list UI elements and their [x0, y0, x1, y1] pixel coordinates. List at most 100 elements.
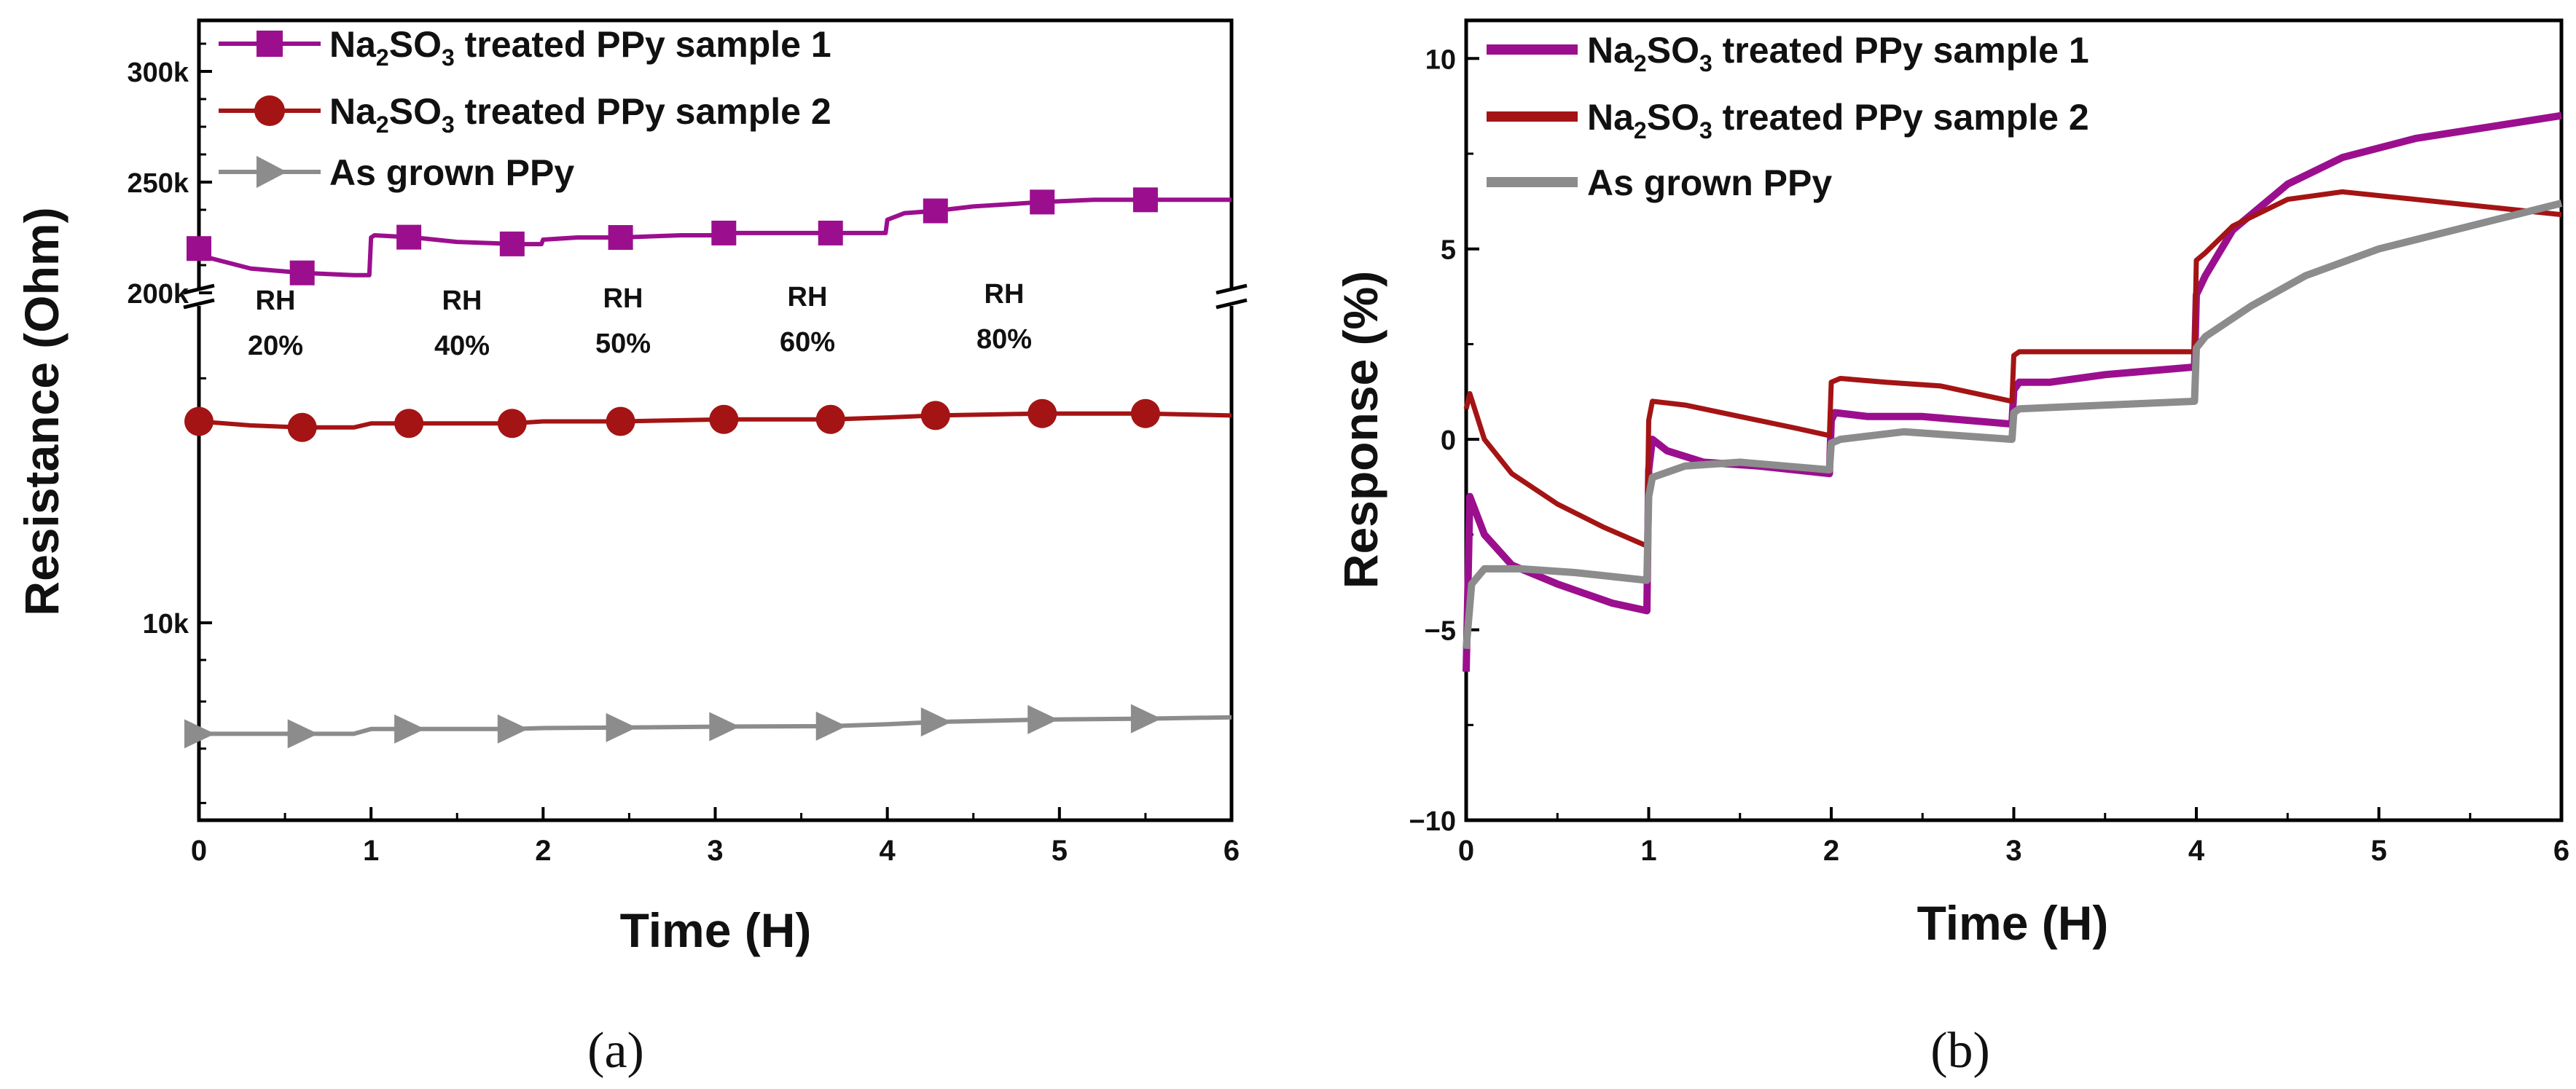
panel-a-marker-circle	[287, 412, 317, 442]
panel-b-series	[1463, 111, 2563, 672]
panel-b-x-tick-label: 4	[2188, 835, 2205, 867]
annotation-rh-label: RH	[442, 286, 482, 316]
annotation-rh-label: RH	[788, 282, 828, 312]
legend-a-circle-marker	[254, 95, 285, 126]
legend-b-label-as-grown: As grown PPy	[1587, 162, 1832, 203]
panel-a-x-tick-label: 4	[880, 835, 896, 867]
panel-a-marker-triangle	[815, 711, 847, 741]
panel-b-series-line-3	[1463, 200, 2563, 650]
panel-b-label: (b)	[1930, 1023, 1990, 1079]
panel-b-y-axis-title: Response (%)	[1334, 271, 1387, 589]
panel-a-marker-circle	[1130, 398, 1160, 428]
panel-b-x-tick-label: 2	[1823, 835, 1839, 867]
panel-b-x-axis-title: Time (H)	[1917, 896, 2109, 950]
legend-a-entry-as-grown: As grown PPy	[219, 152, 574, 193]
legend-a-label-as-grown: As grown PPy	[329, 152, 574, 193]
panel-a-marker-circle	[920, 401, 950, 431]
panel-a-y-tick-label: 250k	[127, 168, 189, 199]
panel-a-marker-triangle	[497, 714, 528, 744]
panel-a-marker-triangle	[1027, 704, 1059, 734]
panel-a-label: (a)	[587, 1023, 644, 1079]
panel-a-marker-square	[499, 231, 525, 256]
panel-a-marker-square	[289, 260, 315, 286]
panel-a-marker-triangle	[184, 719, 215, 749]
panel-a-x-tick-label: 1	[363, 835, 379, 867]
panel-b-x-ticks: 0 1 2 3 4 5 6	[1458, 807, 2569, 867]
annotation-rh-value: 40%	[434, 331, 490, 361]
panel-a-marker-circle	[394, 409, 424, 439]
annotation-rh-value: 20%	[248, 331, 303, 361]
panel-b-y-tick-label: −5	[1425, 616, 1456, 647]
panel-a-y-tick-label: 300k	[127, 58, 189, 88]
legend-a-entry-sample-1: Na2SO3 treated PPy sample 1	[219, 24, 831, 71]
panel-a-y-tick-label: 10k	[143, 609, 189, 640]
panel-b-y-tick-label: −10	[1409, 806, 1456, 837]
panel-a-x-tick-label: 0	[191, 835, 207, 867]
panel-a-y-tick-label: 200k	[127, 279, 189, 310]
annotation-rh-label: RH	[256, 286, 296, 316]
panel-a-x-ticks: 0 1 2 3 4 5 6	[191, 807, 1240, 867]
annotation-rh-value: 50%	[595, 329, 651, 359]
panel-b-x-tick-label: 6	[2553, 835, 2569, 867]
annotation-rh-label: RH	[603, 283, 643, 314]
panel-a-marker-triangle	[920, 707, 952, 737]
panel-a-marker-circle	[1027, 398, 1057, 428]
panel-a-marker-triangle	[394, 714, 426, 744]
panel-b-x-tick-label: 3	[2005, 835, 2021, 867]
panel-b-x-tick-label: 1	[1640, 835, 1656, 867]
panel-a-series-line-2	[198, 411, 1232, 430]
panel-a-x-tick-label: 3	[707, 835, 723, 867]
panel-b-legend: Na2SO3 treated PPy sample 1 Na2SO3 treat…	[1487, 30, 2089, 203]
panel-a-marker-square	[608, 225, 633, 250]
legend-a-label-sample-1: Na2SO3 treated PPy sample 1	[329, 24, 831, 71]
panel-a-x-tick-label: 2	[535, 835, 551, 867]
panel-a-marker-triangle	[709, 712, 740, 742]
panel-a-marker-circle	[606, 406, 635, 436]
legend-b-label-sample-2: Na2SO3 treated PPy sample 2	[1587, 97, 2089, 144]
panel-b-y-ticks: −10 −5 0 5 10	[1409, 44, 1479, 837]
panel-a-marker-square	[923, 198, 948, 224]
panel-b-series-line-2	[1463, 189, 2562, 549]
panel-a-marker-square	[711, 220, 737, 245]
panel-b-y-tick-label: 5	[1441, 235, 1456, 266]
panel-b-y-tick-label: 10	[1425, 44, 1456, 75]
legend-a-square-marker	[257, 31, 283, 57]
panel-a-marker-triangle	[287, 719, 318, 749]
legend-b-label-sample-1: Na2SO3 treated PPy sample 1	[1587, 30, 2089, 76]
panel-a-x-tick-label: 5	[1052, 835, 1068, 867]
legend-b-entry-sample-1: Na2SO3 treated PPy sample 1	[1487, 30, 2089, 76]
panel-a-marker-triangle	[606, 712, 637, 742]
legend-a-entry-sample-2: Na2SO3 treated PPy sample 2	[219, 91, 831, 138]
panel-b-y-tick-label: 0	[1441, 425, 1456, 456]
legend-a-label-sample-2: Na2SO3 treated PPy sample 2	[329, 91, 831, 138]
legend-b-entry-sample-2: Na2SO3 treated PPy sample 2	[1487, 97, 2089, 144]
legend-b-entry-as-grown: As grown PPy	[1487, 162, 1832, 203]
panel-a-y-axis-title: Resistance (Ohm)	[15, 207, 68, 616]
panel-a-marker-circle	[709, 404, 739, 434]
panel-a-x-tick-label: 6	[1224, 835, 1240, 867]
panel-b-series-line-1	[1463, 111, 2562, 672]
panel-a-marker-square	[818, 220, 843, 245]
annotation-rh-value: 60%	[780, 327, 835, 358]
panel-a-annotations: RH 20% RH 40% RH 50% RH 60% RH 80%	[248, 279, 1032, 361]
panel-a-marker-triangle	[1130, 704, 1162, 734]
panel-a-marker-circle	[815, 404, 845, 434]
panel-a-marker-square	[1030, 189, 1055, 215]
panel-a-marker-circle	[497, 409, 527, 439]
panel-a-marker-square	[187, 236, 211, 262]
panel-a-marker-square	[396, 224, 422, 250]
panel-a-marker-square	[1132, 187, 1158, 213]
panel-a-series-line-3	[199, 715, 1232, 736]
panel-a-y-ticks: 200k 250k 300k 10k	[127, 42, 212, 804]
annotation-rh-label: RH	[984, 279, 1025, 310]
annotation-rh-value: 80%	[976, 324, 1032, 355]
legend-a-triangle-marker	[257, 156, 287, 188]
axis-break-right	[1215, 283, 1248, 310]
panel-b-x-tick-label: 0	[1458, 835, 1474, 867]
panel-a-series	[184, 187, 1232, 749]
panel-b-x-tick-label: 5	[2371, 835, 2387, 867]
panel-a-x-axis-title: Time (H)	[620, 903, 812, 957]
